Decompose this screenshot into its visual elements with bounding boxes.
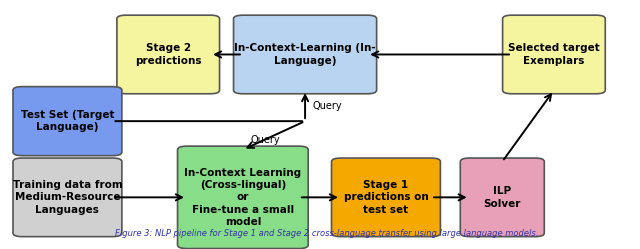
Text: In-Context Learning
(Cross-lingual)
or
Fine-tune a small
model: In-Context Learning (Cross-lingual) or F… [184,168,301,227]
FancyBboxPatch shape [117,15,220,94]
Text: ILP
Solver: ILP Solver [484,186,521,209]
Text: In-Context-Learning (In-
Language): In-Context-Learning (In- Language) [234,43,376,66]
Text: Stage 1
predictions on
test set: Stage 1 predictions on test set [344,180,428,215]
Text: Test Set (Target
Language): Test Set (Target Language) [20,110,114,132]
Text: Figure 3: NLP pipeline for Stage 1 and Stage 2 cross-language transfer using lar: Figure 3: NLP pipeline for Stage 1 and S… [115,229,538,238]
FancyBboxPatch shape [460,158,544,237]
Text: Training data from
Medium-Resource
Languages: Training data from Medium-Resource Langu… [13,180,122,215]
Text: Stage 2
predictions: Stage 2 predictions [135,43,202,66]
FancyBboxPatch shape [502,15,605,94]
FancyBboxPatch shape [234,15,376,94]
FancyBboxPatch shape [332,158,440,237]
FancyBboxPatch shape [177,146,308,249]
FancyBboxPatch shape [13,87,122,156]
Text: Selected target
Exemplars: Selected target Exemplars [508,43,600,66]
Text: Query: Query [250,135,280,145]
Text: Query: Query [312,101,342,111]
FancyBboxPatch shape [13,158,122,237]
